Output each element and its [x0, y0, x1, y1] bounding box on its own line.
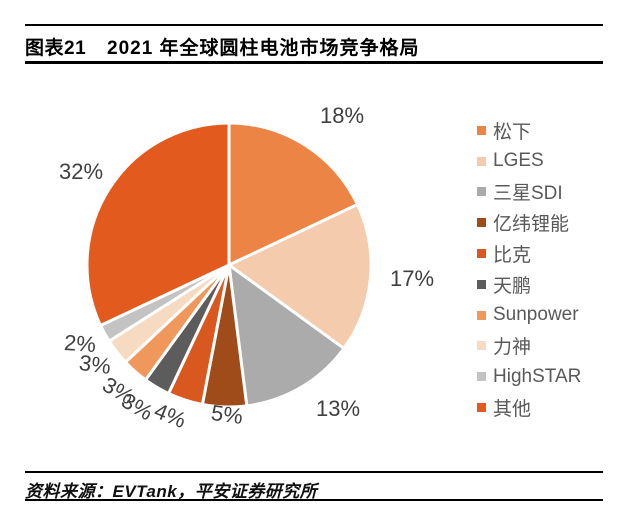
legend-color-chip [477, 341, 486, 351]
figure-number-label: 图表21 [25, 38, 87, 59]
legend-label: 其他 [493, 399, 532, 421]
data-label-1: 17% [389, 266, 435, 291]
legend-color-chip [477, 403, 486, 413]
data-label-3: 5% [209, 399, 245, 430]
data-label-2: 13% [315, 396, 361, 421]
legend-label: HighSTAR [493, 365, 582, 387]
legend-label: 力神 [493, 337, 532, 359]
legend-label: 三星SDI [493, 183, 563, 205]
source-note: 资料来源：EVTank，平安证券研究所 [25, 482, 318, 501]
data-label-8: 2% [63, 329, 97, 358]
legend-item-7: 力神 [477, 331, 581, 362]
legend-color-chip [477, 125, 486, 135]
header-bottom-rule [25, 61, 603, 64]
figure-header: 图表21 2021 年全球圆柱电池市场竞争格局 [0, 33, 640, 59]
legend-label: 比克 [493, 245, 532, 267]
legend-label: Sunpower [493, 304, 579, 326]
legend-item-1: LGES [477, 146, 581, 177]
legend-label: 松下 [493, 121, 532, 143]
legend-item-4: 比克 [477, 238, 581, 269]
legend-label: 亿纬锂能 [493, 214, 570, 236]
pie-slice-9 [85, 121, 231, 328]
data-label-9: 32% [58, 159, 104, 184]
legend-item-2: 三星SDI [477, 177, 581, 208]
data-label-0: 18% [319, 103, 365, 128]
pie-plot [85, 121, 373, 409]
chart-legend: 松下 LGES 三星SDI 亿纬锂能比克天鹏 Sunpower 力神 HighSTAR 其他 [477, 115, 581, 423]
header-top-rule [25, 24, 603, 26]
footer-top-rule [25, 471, 603, 473]
legend-color-chip [477, 218, 486, 228]
legend-item-6: Sunpower [477, 300, 581, 331]
legend-label: 天鹏 [493, 275, 532, 297]
legend-color-chip [477, 279, 486, 289]
footer-bottom-rule [25, 499, 603, 501]
legend-item-5: 天鹏 [477, 269, 581, 300]
legend-label: LGES [493, 150, 544, 172]
legend-item-3: 亿纬锂能 [477, 207, 581, 238]
legend-item-8: HighSTAR [477, 361, 581, 392]
pie-slice-0 [227, 121, 360, 268]
pie-chart: 18% 17% 13% 5% 4% 3% 3% 3% 2% 32% 松下 LGES 三星SDI 亿纬锂能… [0, 70, 640, 465]
legend-color-chip [477, 249, 486, 259]
legend-item-9: 其他 [477, 392, 581, 423]
pie-slice-1 [226, 202, 373, 351]
legend-color-chip [477, 187, 486, 197]
legend-color-chip [477, 372, 486, 382]
legend-color-chip [477, 310, 486, 320]
figure-title: 2021 年全球圆柱电池市场竞争格局 [107, 38, 420, 59]
legend-item-0: 松下 [477, 115, 581, 146]
legend-color-chip [477, 156, 486, 166]
pie-slice-2 [227, 261, 346, 408]
